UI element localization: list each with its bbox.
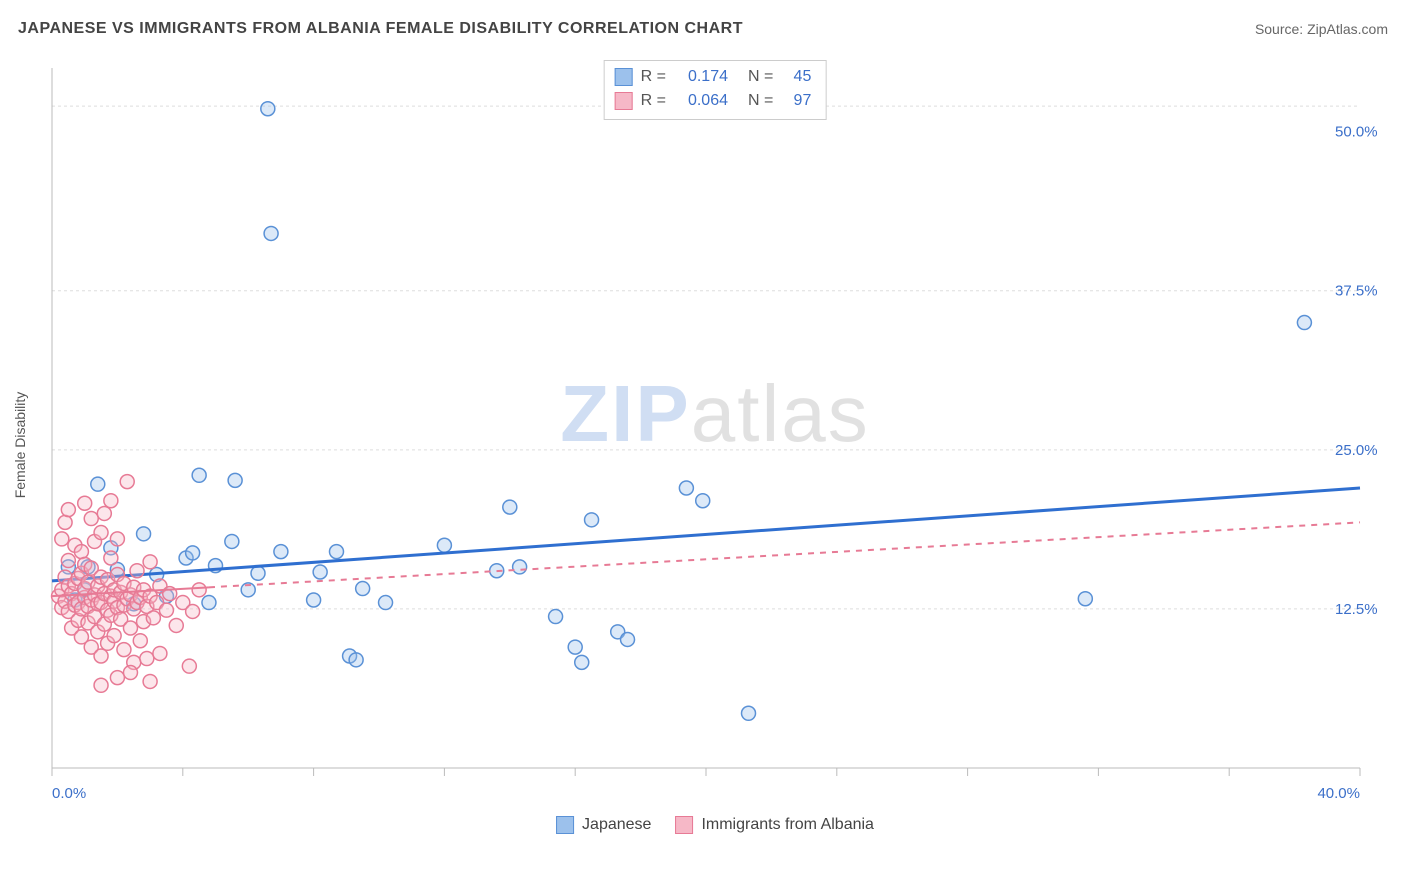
legend-series: Japanese Immigrants from Albania	[556, 816, 874, 834]
scatter-plot: 12.5% 25.0% 37.5% 50.0% 0.0% 40.0%	[50, 60, 1380, 830]
svg-text:25.0%: 25.0%	[1335, 442, 1378, 459]
legend-correlation-row: R = 0.174 N = 45	[615, 65, 812, 89]
svg-text:40.0%: 40.0%	[1317, 785, 1360, 802]
r-value: 0.064	[674, 89, 728, 113]
chart-title: JAPANESE VS IMMIGRANTS FROM ALBANIA FEMA…	[18, 20, 743, 38]
legend-swatch	[615, 68, 633, 86]
n-value: 97	[781, 89, 811, 113]
svg-text:12.5%: 12.5%	[1335, 601, 1378, 618]
legend-swatch	[556, 816, 574, 834]
legend-swatch	[615, 92, 633, 110]
source-label: Source: ZipAtlas.com	[1255, 21, 1388, 37]
r-label: R =	[641, 89, 666, 113]
n-label: N =	[748, 89, 773, 113]
legend-swatch	[675, 816, 693, 834]
legend-series-label: Immigrants from Albania	[701, 816, 874, 834]
r-label: R =	[641, 65, 666, 89]
y-axis-label: Female Disability	[12, 392, 28, 499]
svg-text:50.0%: 50.0%	[1335, 124, 1378, 141]
svg-text:37.5%: 37.5%	[1335, 283, 1378, 300]
legend-series-label: Japanese	[582, 816, 651, 834]
legend-correlation-row: R = 0.064 N = 97	[615, 89, 812, 113]
title-bar: JAPANESE VS IMMIGRANTS FROM ALBANIA FEMA…	[18, 20, 1388, 38]
legend-correlation: R = 0.174 N = 45 R = 0.064 N = 97	[604, 60, 827, 120]
legend-series-item: Immigrants from Albania	[675, 816, 874, 834]
legend-series-item: Japanese	[556, 816, 651, 834]
chart-area: Female Disability ZIPatlas 12.5%25.0%37.…	[50, 60, 1380, 830]
n-label: N =	[748, 65, 773, 89]
svg-text:0.0%: 0.0%	[52, 785, 86, 802]
n-value: 45	[781, 65, 811, 89]
r-value: 0.174	[674, 65, 728, 89]
